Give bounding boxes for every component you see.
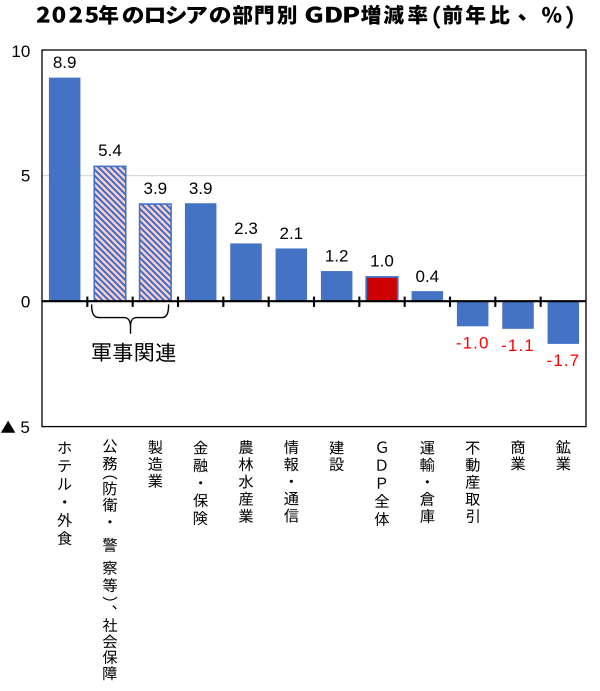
svg-text:-1.7: -1.7 [546, 351, 580, 370]
svg-text:10: 10 [11, 42, 30, 61]
svg-text:1.2: 1.2 [325, 247, 349, 266]
svg-text:2.3: 2.3 [234, 219, 258, 238]
svg-text:3.9: 3.9 [189, 179, 213, 198]
svg-text:1.0: 1.0 [370, 252, 394, 271]
svg-text:0.4: 0.4 [416, 267, 440, 286]
svg-text:0: 0 [21, 292, 30, 311]
svg-text:5: 5 [21, 167, 30, 186]
svg-text:3.9: 3.9 [144, 179, 168, 198]
svg-text:5: 5 [20, 418, 29, 437]
svg-text:8.9: 8.9 [53, 53, 77, 72]
svg-text:5.4: 5.4 [98, 141, 122, 160]
svg-text:-1.1: -1.1 [501, 336, 535, 355]
svg-text:-1.0: -1.0 [456, 333, 490, 352]
svg-text:2.1: 2.1 [280, 224, 304, 243]
